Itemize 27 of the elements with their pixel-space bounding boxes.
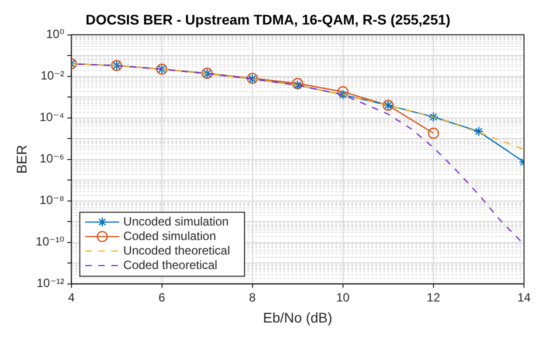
y-tick-label: 10⁻⁸ [40, 193, 64, 208]
y-tick-label: 10⁻¹⁰ [36, 234, 64, 249]
legend-label: Uncoded simulation [123, 214, 229, 228]
x-tick-label: 14 [517, 290, 531, 304]
x-axis-title: Eb/No (dB) [263, 309, 332, 326]
x-tick-label: 12 [426, 290, 440, 304]
y-tick-label: 10⁰ [46, 27, 64, 42]
point [474, 126, 484, 137]
legend-label: Coded theoretical [123, 258, 218, 272]
x-tick-label: 10 [336, 290, 350, 304]
point [338, 90, 348, 100]
chart-title: DOCSIS BER - Upstream TDMA, 16-QAM, R-S (255,251) [86, 11, 450, 28]
legend-label: Coded simulation [123, 228, 216, 243]
point [428, 128, 440, 139]
y-tick-label: 10⁻⁴ [39, 110, 64, 124]
y-tick-label: 10⁻¹² [36, 276, 64, 290]
x-tick-label: 6 [158, 290, 166, 304]
point [428, 112, 439, 122]
legend-label: Uncoded theoretical [123, 243, 230, 258]
point [292, 80, 303, 90]
point [292, 78, 304, 90]
x-tick-label: 8 [249, 290, 256, 304]
point [337, 86, 349, 98]
x-tick-label: 4 [68, 290, 75, 304]
y-tick-label: 10⁻² [40, 68, 64, 83]
y-axis-title: BER [13, 144, 30, 174]
y-tick-label: 10⁻⁶ [40, 152, 64, 166]
